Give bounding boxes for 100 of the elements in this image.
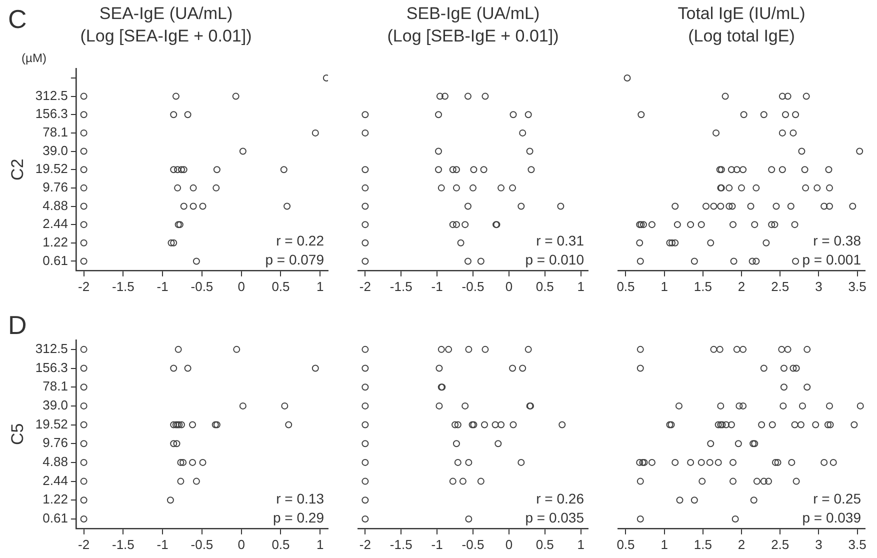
point xyxy=(172,421,180,428)
point xyxy=(199,202,206,210)
x-tick-label: 0 xyxy=(238,278,245,294)
y-tick-label: 0.61 xyxy=(42,252,68,268)
point xyxy=(362,129,369,136)
point xyxy=(170,364,178,372)
point xyxy=(804,384,811,391)
point xyxy=(80,239,88,246)
point xyxy=(509,364,516,372)
point xyxy=(362,496,369,504)
x-tick-label: 1 xyxy=(660,278,668,294)
point xyxy=(825,166,832,174)
point xyxy=(435,148,442,155)
point xyxy=(748,258,756,265)
x-tick-label: 0 xyxy=(238,536,245,552)
point xyxy=(734,440,742,448)
point xyxy=(170,111,178,118)
point xyxy=(798,148,806,155)
point xyxy=(636,515,644,522)
point xyxy=(362,221,369,228)
point xyxy=(728,421,735,428)
annotation: r = 0.25 xyxy=(813,490,862,506)
annotation: p = 0.035 xyxy=(525,509,584,526)
point xyxy=(636,458,644,466)
point xyxy=(792,478,800,485)
point xyxy=(636,478,644,485)
point xyxy=(676,496,684,504)
point xyxy=(812,421,820,428)
chart-title: Total IgE (IU/mL) xyxy=(678,4,806,23)
point xyxy=(820,202,828,210)
point xyxy=(722,421,730,428)
annotation: r = 0.31 xyxy=(536,232,584,248)
text: (µM) xyxy=(22,51,46,66)
point xyxy=(470,166,478,174)
point xyxy=(280,166,288,174)
point xyxy=(435,111,442,118)
point xyxy=(856,402,864,410)
point xyxy=(362,258,369,265)
point xyxy=(792,364,800,372)
annotation: r = 0.38 xyxy=(813,232,862,248)
point xyxy=(452,166,460,174)
point xyxy=(707,440,714,448)
point xyxy=(782,111,789,118)
x-tick-label: -0.5 xyxy=(462,536,484,552)
x-tick-label: 1 xyxy=(577,278,584,294)
point xyxy=(80,478,88,485)
point xyxy=(524,111,532,118)
point xyxy=(465,346,472,353)
point xyxy=(751,221,758,228)
point xyxy=(438,346,445,353)
annotation: p = 0.010 xyxy=(525,251,584,268)
point xyxy=(778,92,786,100)
point xyxy=(736,402,743,410)
point xyxy=(648,221,656,228)
point xyxy=(362,364,369,372)
point xyxy=(765,478,772,485)
x-tick-label: 0.5 xyxy=(536,536,554,552)
point xyxy=(706,458,714,466)
point xyxy=(362,384,369,391)
point xyxy=(454,421,462,428)
point xyxy=(80,364,88,372)
y-tick-label: 4.88 xyxy=(42,198,68,213)
point xyxy=(312,364,319,372)
point xyxy=(856,148,864,155)
point xyxy=(189,458,196,466)
point xyxy=(362,346,369,353)
point xyxy=(199,458,206,466)
point xyxy=(465,515,472,522)
point xyxy=(322,74,328,82)
point xyxy=(518,202,525,210)
point xyxy=(362,111,369,118)
point xyxy=(730,258,738,265)
point xyxy=(362,440,369,448)
point xyxy=(80,440,88,448)
x-tick-label: 1.5 xyxy=(694,278,712,294)
point xyxy=(558,421,566,428)
point xyxy=(80,92,88,100)
x-tick-label: -0.5 xyxy=(462,278,484,294)
point xyxy=(80,129,88,136)
point xyxy=(772,202,780,210)
point xyxy=(80,421,88,428)
point xyxy=(788,458,796,466)
point xyxy=(768,221,776,228)
point xyxy=(445,346,452,353)
point xyxy=(717,402,724,410)
point xyxy=(285,421,292,428)
point xyxy=(312,129,319,136)
point xyxy=(480,166,488,174)
point xyxy=(791,421,798,428)
x-tick-label: -2 xyxy=(359,536,371,552)
point xyxy=(675,402,682,410)
point xyxy=(80,258,88,265)
point xyxy=(510,421,517,428)
point xyxy=(636,258,644,265)
point xyxy=(441,92,448,100)
point xyxy=(730,221,737,228)
point xyxy=(519,129,526,136)
x-tick-label: 1 xyxy=(660,536,668,552)
point xyxy=(232,92,240,100)
point xyxy=(760,111,768,118)
